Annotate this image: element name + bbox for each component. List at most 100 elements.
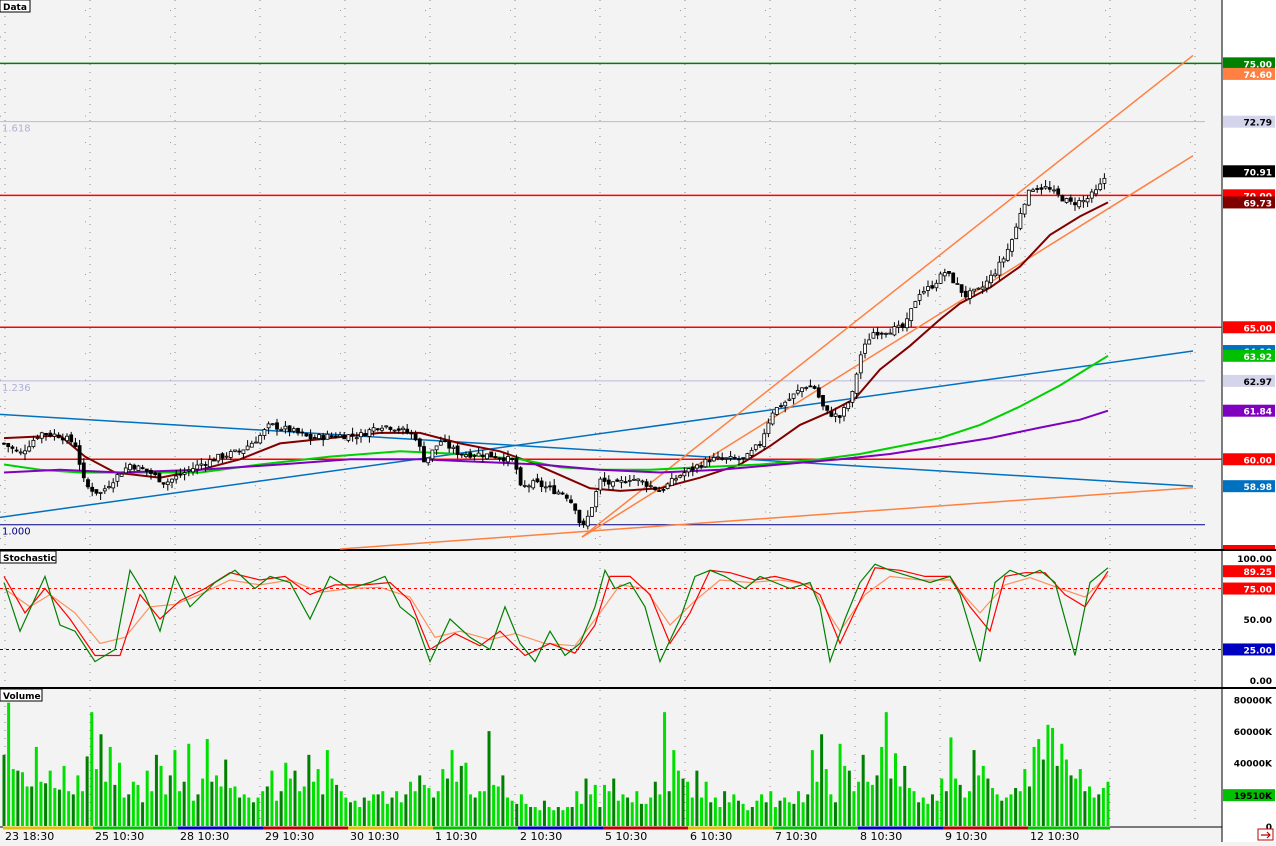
volume-bar — [113, 784, 117, 826]
volume-bar — [182, 781, 186, 826]
candle-body — [136, 465, 141, 471]
candle-body — [678, 475, 683, 478]
candle-body — [186, 469, 191, 472]
volume-bar — [833, 802, 837, 826]
volume-bar — [436, 791, 440, 826]
candle-body — [27, 446, 32, 452]
candle-body — [963, 290, 968, 298]
candle-body — [564, 494, 569, 499]
volume-bar — [94, 769, 98, 826]
volume-bar — [991, 788, 995, 826]
candle-body — [808, 385, 813, 388]
stochastic-axis-labels: 100.00 50.00 0.00 75.00 25.00 89.25 — [1223, 555, 1275, 687]
candle-body — [900, 323, 905, 328]
volume-bar — [838, 743, 842, 826]
volume-bar — [482, 791, 486, 826]
candle-body — [115, 474, 120, 482]
volume-bar — [288, 778, 292, 826]
candle-body — [854, 373, 859, 394]
candle-body — [1001, 258, 1006, 263]
time-label: 28 10:30 — [180, 830, 229, 842]
candle-body — [35, 437, 40, 439]
volume-bar — [478, 791, 482, 826]
volume-bar — [547, 807, 551, 826]
volume-bar — [949, 737, 953, 826]
volume-bar — [686, 781, 690, 826]
volume-bar — [108, 746, 112, 826]
volume-bar — [940, 778, 944, 826]
candle-body — [18, 451, 23, 454]
volume-bar — [1074, 778, 1078, 826]
candle-body — [812, 386, 817, 389]
candle-body — [1089, 191, 1094, 199]
candle-body — [548, 485, 552, 488]
volume-bar — [16, 770, 20, 826]
fib-label: 1.000 — [2, 527, 31, 538]
volume-bar — [815, 781, 819, 826]
candle-body — [934, 282, 939, 289]
candle-body — [905, 318, 909, 329]
price-panel-title: Data — [3, 3, 27, 13]
volume-bar — [603, 784, 607, 826]
volume-bar — [750, 807, 754, 826]
volume-bar — [445, 778, 449, 826]
candle-body — [648, 485, 653, 488]
candle-body — [842, 407, 846, 417]
volume-bar — [261, 791, 265, 826]
candle-body — [682, 472, 687, 477]
candle-body — [917, 294, 922, 301]
candle-body — [1064, 198, 1069, 203]
volume-bar — [381, 791, 385, 826]
volume-bar — [265, 786, 269, 826]
candle-body — [821, 395, 825, 407]
volume-bar — [219, 786, 223, 826]
stochastic-current-box — [1223, 565, 1275, 578]
candle-body — [396, 428, 401, 431]
candle-body — [602, 477, 607, 482]
candle-body — [312, 437, 317, 439]
volume-bar — [104, 781, 108, 826]
candle-body — [1035, 188, 1040, 190]
volume-bar — [773, 807, 777, 826]
volume-bar — [348, 802, 352, 826]
volume-bar — [995, 794, 999, 826]
candle-body — [737, 458, 741, 461]
scroll-right-button[interactable] — [1257, 828, 1274, 841]
volume-bar — [339, 791, 343, 826]
price-axis-labels: 75.0074.6072.7970.9170.0069.7365.0064.10… — [1223, 57, 1275, 549]
price-label-box — [1223, 321, 1275, 334]
volume-bar — [1041, 759, 1045, 826]
stochastic-ref-box — [1223, 582, 1275, 595]
candle-body — [1047, 187, 1052, 190]
volume-bar — [746, 810, 750, 826]
candle-body — [1068, 197, 1073, 202]
trendline — [0, 350, 1194, 519]
candle-body — [594, 491, 599, 508]
price-label-box — [1223, 196, 1275, 209]
volume-bar — [57, 789, 61, 826]
candle-body — [1022, 203, 1027, 215]
volume-bar — [621, 794, 625, 826]
volume-bar — [857, 781, 861, 826]
candle-body — [510, 457, 515, 460]
candle-body — [1073, 202, 1077, 206]
volume-bar — [62, 765, 66, 826]
candle-body — [434, 445, 439, 451]
candle-body — [644, 481, 649, 487]
candlesticks — [2, 173, 1107, 530]
candle-body — [653, 486, 657, 491]
candle-body — [60, 437, 65, 441]
volume-bar — [579, 803, 583, 826]
candle-body — [493, 456, 498, 459]
candle-body — [850, 391, 855, 403]
volume-bar — [81, 791, 85, 826]
candle-body — [749, 449, 754, 456]
volume-bar — [663, 712, 667, 826]
time-label: 29 10:30 — [265, 830, 314, 842]
volume-bar — [630, 802, 634, 826]
time-label: 2 10:30 — [520, 830, 562, 842]
volume-bar — [930, 794, 934, 826]
volume-bar — [713, 797, 717, 826]
volume-bar — [926, 803, 930, 826]
candle-body — [65, 435, 69, 442]
